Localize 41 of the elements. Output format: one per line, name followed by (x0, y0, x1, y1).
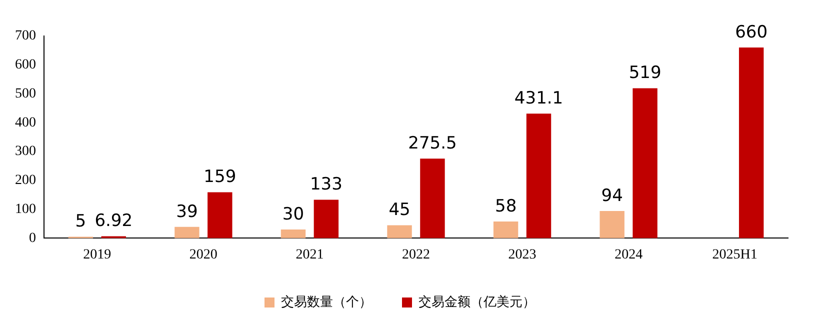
data-label: 45 (388, 200, 410, 220)
bar (387, 225, 412, 238)
x-tick-label: 2023 (508, 247, 536, 262)
y-tick-label: 300 (15, 144, 36, 160)
data-label: 30 (282, 204, 304, 224)
y-tick-label: 400 (15, 115, 36, 130)
data-label: 519 (628, 63, 662, 84)
data-label: 5 (75, 212, 86, 232)
bar (314, 200, 339, 238)
bar (420, 158, 445, 238)
y-tick-label: 500 (15, 86, 36, 102)
x-tick-label: 2022 (402, 247, 430, 262)
bar (600, 211, 624, 238)
x-tick-label: 2021 (296, 247, 324, 262)
data-label: 58 (494, 196, 517, 216)
y-tick-label: 600 (15, 58, 36, 73)
data-label: 275.5 (408, 134, 457, 154)
data-label: 660 (735, 22, 768, 42)
bar (174, 226, 200, 238)
y-tick-label: 700 (15, 28, 36, 44)
y-tick-label: 0 (29, 230, 36, 246)
data-label: 39 (176, 202, 198, 222)
bar (632, 88, 658, 238)
data-label: 6.92 (94, 211, 133, 232)
y-tick-label: 100 (15, 202, 36, 217)
legend-label: 交易金额（亿美元） (418, 294, 536, 310)
x-tick-label: 2020 (189, 247, 218, 262)
data-label: 133 (310, 174, 342, 195)
legend-label: 交易数量（个） (281, 294, 372, 310)
bar (738, 48, 764, 238)
data-label: 159 (204, 167, 236, 188)
data-label: 431.1 (514, 88, 564, 109)
data-label: 94 (601, 186, 623, 206)
x-tick-label: 2024 (614, 247, 643, 262)
bar (493, 221, 518, 238)
bar (208, 192, 232, 238)
bar (526, 114, 552, 238)
x-tick-label: 2019 (83, 247, 112, 262)
y-tick-label: 200 (15, 173, 36, 188)
bar (280, 230, 306, 238)
x-tick-label: 2025H1 (712, 247, 758, 262)
